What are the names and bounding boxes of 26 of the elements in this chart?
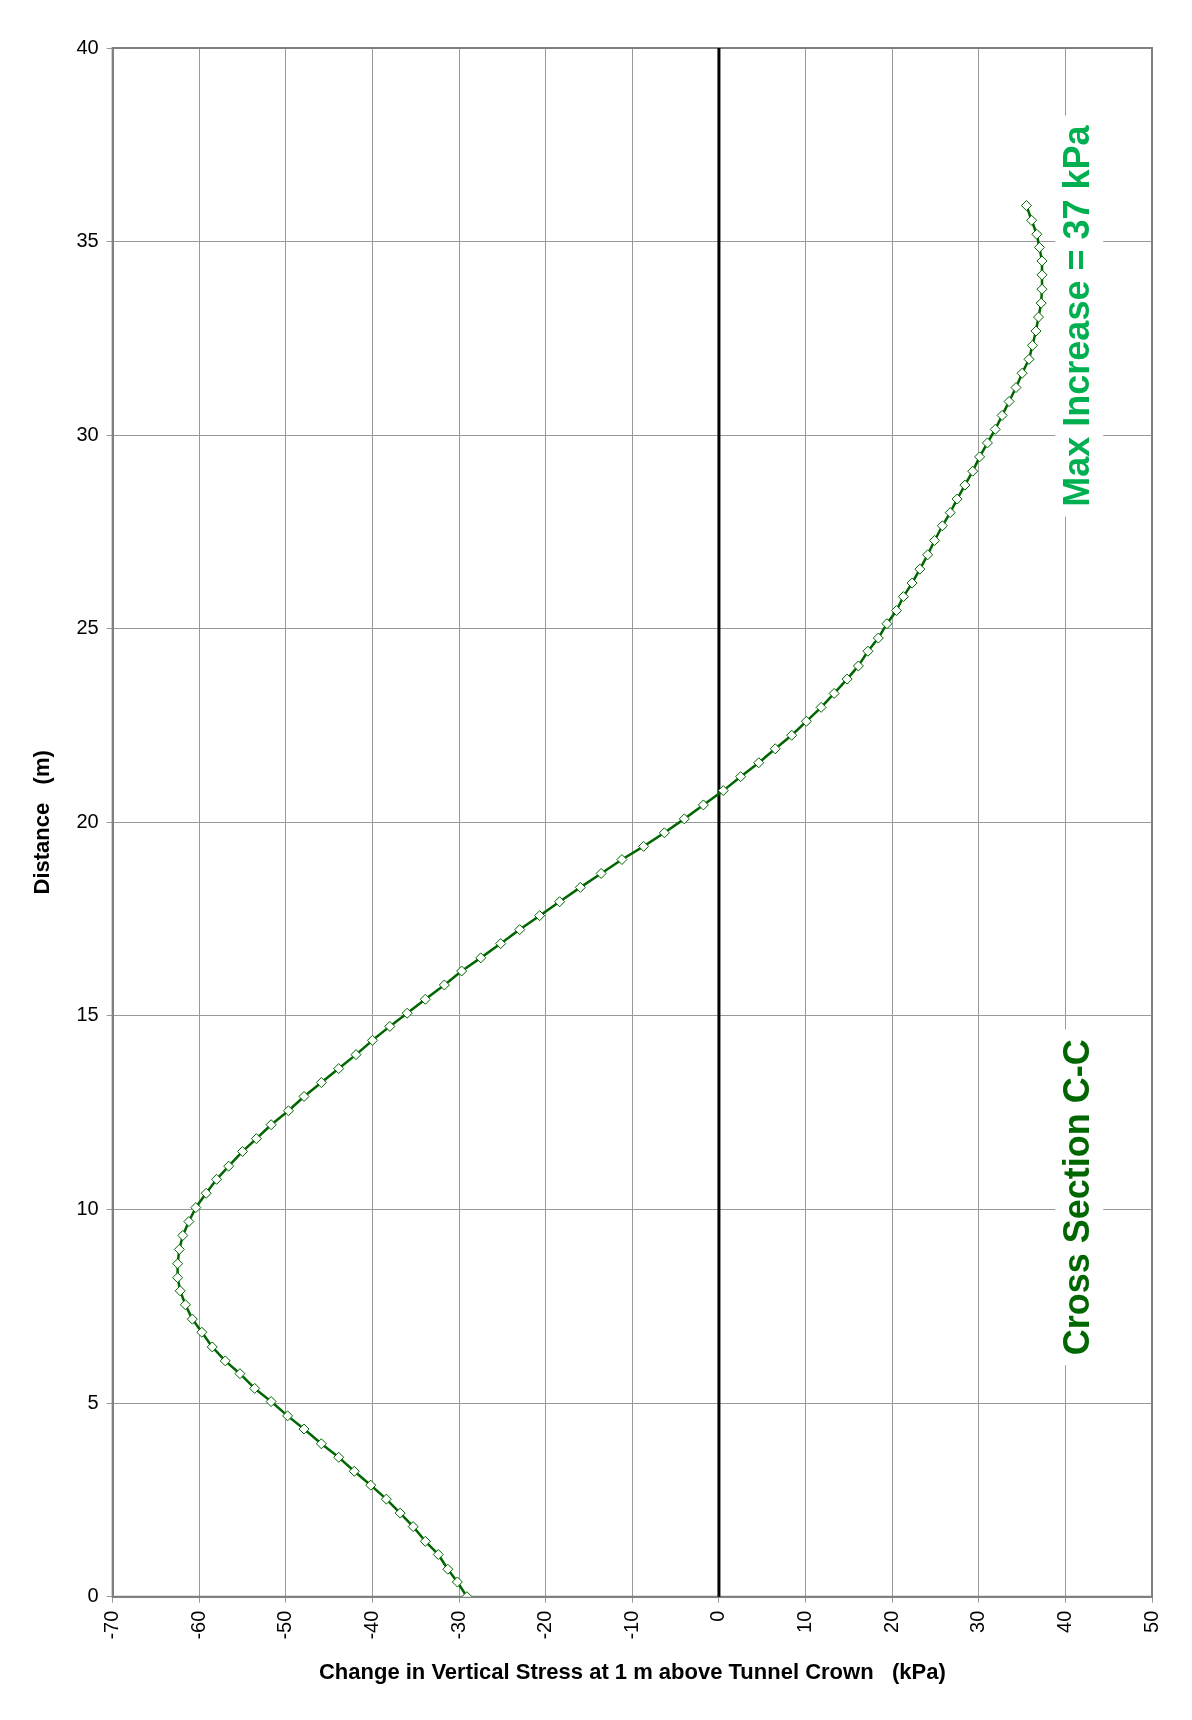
y-tick-label: 20 <box>76 809 99 832</box>
y-tick-label: 0 <box>87 1584 99 1607</box>
x-tick-label: -30 <box>446 1610 469 1640</box>
annotation: Max Increase = 37 kPa <box>1056 124 1098 507</box>
x-tick-label: 30 <box>966 1610 989 1633</box>
x-tick-label: 50 <box>1139 1610 1162 1633</box>
x-axis-title: Change in Vertical Stress at 1 m above Tunnel Crown (kPa) <box>318 1658 946 1684</box>
x-tick-label: 10 <box>793 1610 816 1633</box>
x-tick-label: 20 <box>879 1610 902 1633</box>
y-tick-label: 5 <box>87 1390 99 1413</box>
x-tick-label: -50 <box>273 1610 296 1640</box>
x-tick-label: -20 <box>533 1610 556 1640</box>
y-tick-label: 30 <box>76 422 99 445</box>
y-tick-label: 40 <box>76 35 99 58</box>
x-tick-label: -60 <box>186 1610 209 1640</box>
y-tick-label: 10 <box>76 1197 99 1220</box>
annotation: Cross Section C-C <box>1056 1039 1098 1356</box>
x-tick-label: 40 <box>1052 1610 1075 1633</box>
y-axis-title: Distance (m) <box>29 750 55 895</box>
x-tick-label: -40 <box>360 1610 382 1640</box>
y-tick-label: 35 <box>76 229 99 252</box>
x-tick-label: 0 <box>706 1610 729 1622</box>
y-tick-label: 25 <box>76 616 99 639</box>
y-tick-label: 15 <box>76 1003 99 1026</box>
x-tick-label: -10 <box>619 1610 642 1640</box>
x-tick-label: -70 <box>100 1610 123 1640</box>
